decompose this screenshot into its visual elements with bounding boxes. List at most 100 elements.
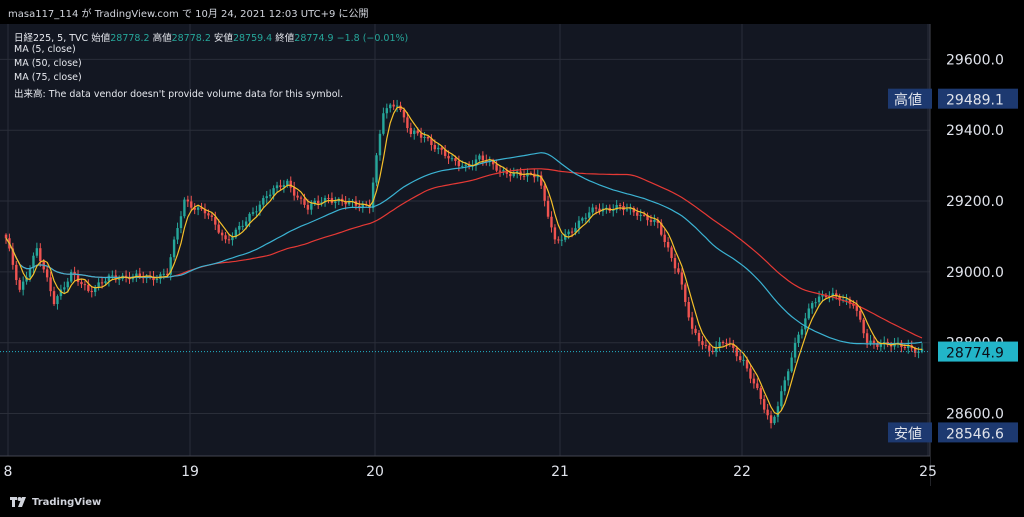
candle-body (176, 228, 179, 240)
close-value: 28774.9 (294, 33, 334, 44)
candle-body (282, 185, 286, 188)
candle-body (526, 172, 529, 177)
candle-body (588, 212, 591, 218)
candle-body (649, 220, 653, 222)
candle-body (244, 221, 248, 226)
candle-body (45, 269, 49, 278)
candle-body (265, 196, 268, 199)
candle-body (759, 388, 762, 399)
publish-title: masa117_114 が TradingView.com で 10月 24, … (8, 9, 369, 20)
candle-body (574, 228, 577, 233)
close-label: 終値 (275, 33, 295, 44)
candle-body (581, 218, 584, 221)
change-value: −1.8 (−0.01%) (336, 33, 409, 44)
candle-body (190, 201, 193, 208)
candle-body (21, 281, 25, 290)
candle-body (443, 149, 447, 156)
high-label: 高値 (152, 33, 172, 44)
candle-body (831, 293, 835, 297)
candle-body (104, 281, 107, 284)
candle-body (227, 239, 231, 241)
candle-body (673, 258, 677, 269)
time-tick-label: 21 (551, 464, 569, 480)
candle-body (296, 195, 299, 198)
candle-body (804, 318, 807, 330)
ma75-legend[interactable]: MA (75, close) (14, 72, 82, 83)
candle-body (721, 341, 725, 344)
low-tag-label: 安値 (894, 426, 922, 442)
candle-body (687, 301, 690, 318)
high-tag-label: 高値 (894, 92, 922, 109)
candle-body (83, 284, 87, 286)
candle-body (299, 197, 303, 199)
candle-body (773, 416, 776, 424)
candle-body (865, 333, 869, 344)
candle-body (646, 215, 649, 221)
candle-body (272, 188, 275, 195)
candle-body (286, 180, 289, 186)
candle-body (430, 138, 433, 146)
candle-body (162, 273, 166, 275)
candle-body (279, 185, 282, 188)
price-chart[interactable]: 29600.029400.029200.029000.028800.028600… (0, 24, 1024, 486)
low-tag-bg (888, 422, 932, 443)
time-axis-panel[interactable] (0, 456, 930, 486)
candle-body (437, 147, 440, 150)
candle-body (697, 332, 701, 342)
high-value-bg (938, 88, 1018, 109)
candle-body (426, 136, 430, 139)
candle-body (59, 289, 63, 297)
candle-body (80, 281, 83, 285)
candle-body (567, 231, 570, 235)
candle-body (893, 343, 896, 347)
candle-body (241, 225, 244, 227)
plot-background (0, 24, 930, 456)
candle-body (766, 409, 769, 416)
candle-body (594, 207, 598, 209)
candle-body (670, 247, 673, 259)
candle-body (395, 105, 399, 107)
candle-body (852, 303, 855, 306)
candle-body (169, 257, 172, 275)
candle-body (385, 108, 389, 114)
candle-body (512, 172, 515, 177)
time-tick-label: 20 (366, 464, 384, 480)
candle-body (378, 133, 382, 156)
ma5-legend[interactable]: MA (5, close) (14, 44, 76, 55)
low-label: 安値 (213, 33, 233, 44)
candle-body (780, 391, 783, 407)
candle-body (498, 170, 502, 172)
candle-body (39, 248, 42, 262)
candle-body (32, 255, 35, 269)
candle-body (653, 219, 656, 222)
candle-body (118, 278, 121, 280)
candle-body (591, 207, 594, 213)
candle-body (817, 296, 821, 303)
candle-body (87, 284, 90, 291)
candle-body (732, 343, 735, 348)
candle-body (316, 200, 320, 204)
ohlc-legend: 日経225, 5, TVC 始値28778.2 高値28778.2 安値2875… (14, 30, 408, 44)
last-price-tag-bg (938, 341, 1018, 362)
chart-area[interactable]: 29600.029400.029200.029000.028800.028600… (0, 24, 1024, 486)
candle-body (183, 199, 186, 217)
candle-body (474, 159, 478, 166)
candle-body (701, 341, 704, 345)
candle-body (879, 344, 883, 347)
candle-body (251, 212, 255, 214)
candle-body (615, 205, 618, 210)
candle-body (344, 201, 347, 205)
candle-body (656, 219, 660, 223)
volume-legend: 出来高: The data vendor doesn't provide vol… (14, 89, 344, 100)
ma50-legend[interactable]: MA (50, close) (14, 58, 82, 69)
candle-body (63, 287, 66, 290)
candle-body (714, 346, 718, 352)
time-tick-label: 25 (919, 464, 937, 480)
candle-body (663, 234, 666, 242)
candle-body (783, 380, 786, 392)
candle-body (303, 198, 306, 205)
candle-body (196, 207, 200, 210)
candle-body (406, 117, 409, 129)
candle-body (52, 291, 56, 305)
candle-body (704, 344, 708, 346)
